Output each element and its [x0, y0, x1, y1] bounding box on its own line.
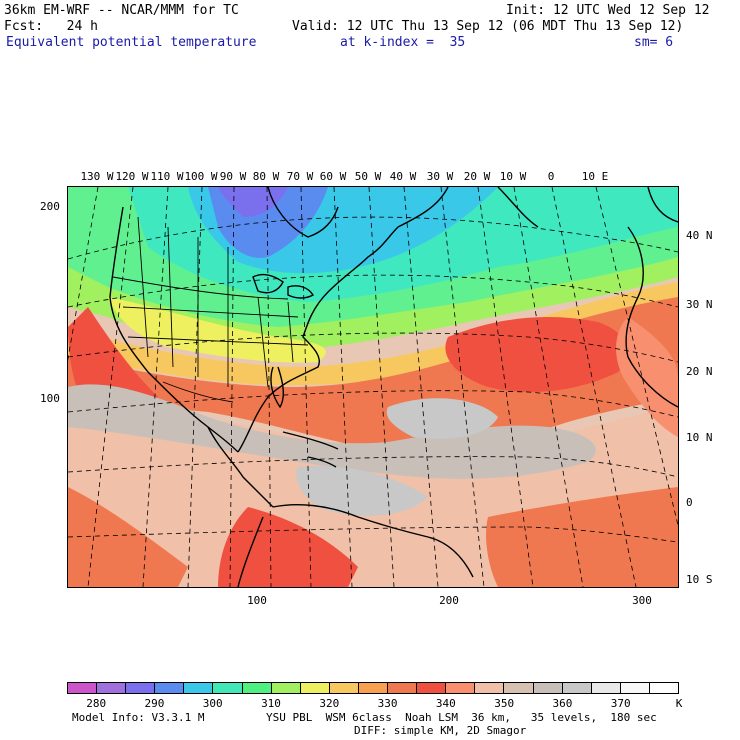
- colorbar-swatch: [271, 683, 301, 693]
- field-band-325: [108, 297, 326, 363]
- colorbar-tick-label: 280: [86, 697, 107, 710]
- colorbar-swatch: [562, 683, 592, 693]
- model-info: Model Info: V3.3.1 M: [72, 711, 205, 724]
- level-label: at k-index = 35: [340, 35, 466, 50]
- diffusion-info: DIFF: simple KM, 2D Smagor: [354, 724, 527, 737]
- physics-info: YSU PBL WSM 6class Noah LSM 36 km, 35 le…: [266, 711, 657, 724]
- lat-label: 10 S: [686, 573, 713, 586]
- lon-label: 130 W: [80, 170, 114, 183]
- colorbar-tick-label: 300: [202, 697, 223, 710]
- colorbar-swatch: [68, 683, 98, 693]
- coastlines: [109, 187, 678, 587]
- colorbar-swatch: [184, 683, 214, 693]
- colorbar-tick-label: 290: [144, 697, 165, 710]
- colorbar-swatch: [329, 683, 359, 693]
- colorbar-swatch: [242, 683, 272, 693]
- field-name: Equivalent potential temperature: [6, 35, 257, 50]
- lon-label: 0: [547, 170, 555, 183]
- colorbar-tick-label: 310: [261, 697, 281, 710]
- field-band-345-amazon: [218, 507, 358, 587]
- valid-time: Valid: 12 UTC Thu 13 Sep 12 (06 MDT Thu …: [292, 19, 684, 34]
- field-band-365: [386, 398, 498, 439]
- lon-label: 40 W: [389, 170, 417, 183]
- colorbar-tick-label: 360: [552, 697, 573, 710]
- field-band-345: [445, 317, 629, 392]
- lat-label: 20 N: [686, 365, 713, 378]
- lat-label: 40 N: [686, 229, 713, 242]
- colorbar-swatch: [126, 683, 156, 693]
- grid-x-label: 200: [439, 594, 459, 607]
- lon-label: 80 W: [252, 170, 280, 183]
- colorbar-swatch: [155, 683, 185, 693]
- colorbar-tick-label: 370: [610, 697, 631, 710]
- colorbar-swatch: [620, 683, 650, 693]
- lon-label: 10 W: [499, 170, 527, 183]
- lon-label: 90 W: [219, 170, 247, 183]
- lon-label: 20 W: [463, 170, 491, 183]
- colorbar-swatch: [591, 683, 621, 693]
- field-band-360: [68, 384, 596, 479]
- model-title: 36km EM-WRF -- NCAR/MMM for TC: [4, 3, 239, 18]
- grid-y-label: 100: [40, 392, 60, 405]
- field-band-340-satlantic: [486, 487, 678, 587]
- lat-label: 30 N: [686, 298, 713, 311]
- lon-label: 110 W: [150, 170, 184, 183]
- field-band-340-pacific: [68, 487, 188, 587]
- graticule: [68, 187, 678, 587]
- colorbar-swatch: [358, 683, 389, 693]
- theta-e-map: [68, 187, 678, 587]
- colorbar-swatch: [533, 683, 563, 693]
- colorbar-tick-label: 350: [494, 697, 515, 710]
- colorbar-swatch: [388, 683, 418, 693]
- colorbar-swatch: [504, 683, 534, 693]
- init-time: Init: 12 UTC Wed 12 Sep 12: [506, 3, 710, 18]
- field-band-340: [68, 297, 678, 454]
- lat-label: 0: [686, 496, 693, 509]
- lon-label: 70 W: [286, 170, 314, 183]
- colorbar-swatch: [300, 683, 330, 693]
- map-panel: [67, 186, 679, 588]
- colorbar: [67, 682, 679, 694]
- lon-label: 30 W: [426, 170, 454, 183]
- field-band-350-africa: [616, 317, 678, 437]
- lon-label: 10 E: [581, 170, 609, 183]
- colorbar-tick-label: 340: [435, 697, 456, 710]
- lon-label: 100 W: [184, 170, 218, 183]
- grid-x-label: 100: [247, 594, 267, 607]
- lon-label: 60 W: [319, 170, 347, 183]
- colorbar-swatch: [446, 683, 476, 693]
- colorbar-swatch: [97, 683, 127, 693]
- field-band-365-south: [296, 466, 428, 516]
- colorbar-unit: K: [675, 697, 683, 710]
- colorbar-swatch: [649, 683, 678, 693]
- colorbar-swatch: [417, 683, 447, 693]
- grid-y-label: 200: [40, 200, 60, 213]
- lon-label: 50 W: [354, 170, 382, 183]
- colorbar-tick-label: 330: [377, 697, 398, 710]
- colorbar-swatch: [213, 683, 243, 693]
- grid-x-label: 300: [632, 594, 652, 607]
- colorbar-tick-label: 320: [319, 697, 340, 710]
- smoothing-label: sm= 6: [634, 35, 674, 50]
- lon-label: 120 W: [115, 170, 149, 183]
- political-borders: [112, 216, 309, 403]
- colorbar-swatch: [475, 683, 505, 693]
- lat-label: 10 N: [686, 431, 713, 444]
- forecast-hour: Fcst: 24 h: [4, 19, 98, 34]
